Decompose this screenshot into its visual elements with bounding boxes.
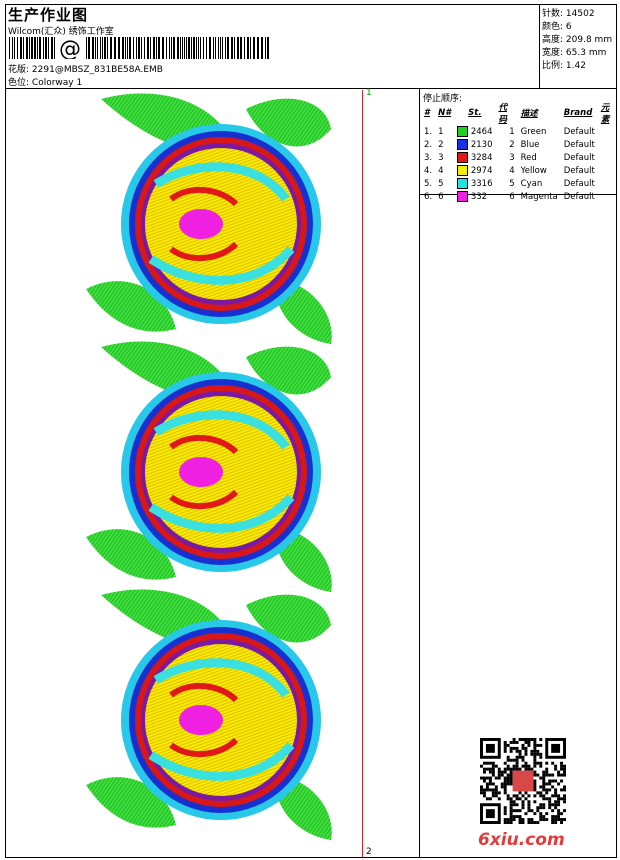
row-stitches: 2464	[454, 125, 495, 138]
row-element	[598, 164, 620, 177]
row-stitches: 3284	[454, 151, 495, 164]
color-swatch	[457, 139, 469, 150]
row-desc: Green	[520, 126, 547, 137]
color-swatch	[457, 165, 469, 176]
color-swatch	[457, 178, 469, 189]
barcode: @	[9, 37, 269, 59]
row-element	[598, 190, 620, 203]
row-desc: Red	[520, 152, 537, 163]
row-num: 2.	[424, 139, 433, 150]
col-header-code: 代码	[498, 103, 508, 125]
file-row: 花版: 2291@MBSZ_831BE58A.EMB	[8, 62, 163, 75]
header-divider	[5, 88, 617, 89]
row-num: 3.	[424, 152, 433, 163]
color-row: 1. 1 2464 1 Green Default	[421, 125, 620, 138]
col-header-stitches: St.	[468, 108, 482, 118]
color-swatch	[457, 152, 469, 163]
row-brand: Default	[563, 126, 595, 137]
color-row: 3. 3 3284 3 Red Default	[421, 151, 620, 164]
page-frame	[5, 4, 617, 858]
watermark-logo: 6xiu.com	[478, 830, 565, 850]
row-stitches: 2130	[454, 138, 495, 151]
row-stitches: 332	[454, 190, 495, 203]
row-desc: Cyan	[520, 178, 543, 189]
row-stitches: 2974	[454, 164, 495, 177]
row-stitches: 3316	[454, 177, 495, 190]
file-name: 2291@MBSZ_831BE58A.EMB	[31, 65, 163, 75]
stats-divider	[539, 4, 540, 88]
row-brand: Default	[563, 178, 595, 189]
stat-height: 高度: 209.8 mm	[542, 35, 613, 45]
color-swatch	[457, 126, 469, 137]
col-header-element: 元素	[600, 103, 610, 125]
color-table: # N# St. 代码 描述 Brand 元素 1. 1 2464 1 Green De…	[421, 101, 620, 203]
row-needle: 1	[438, 126, 444, 137]
row-brand: Default	[563, 152, 595, 163]
stat-width: 宽度: 65.3 mm	[542, 48, 607, 58]
stop-sequence-title: 停止顺序:	[423, 94, 463, 104]
row-desc: Blue	[520, 139, 540, 150]
row-num: 5.	[424, 178, 433, 189]
row-code: 4	[509, 165, 515, 176]
colorway-label: 色位:	[8, 78, 30, 88]
row-code: 2	[509, 139, 515, 150]
qr-code	[480, 738, 566, 824]
barcode-symbol: @	[59, 37, 81, 59]
row-brand: Default	[563, 165, 595, 176]
row-num: 4.	[424, 165, 433, 176]
row-code: 3	[509, 152, 515, 163]
color-row: 4. 4 2974 4 Yellow Default	[421, 164, 620, 177]
page-title: 生产作业图	[8, 6, 89, 24]
row-needle: 2	[438, 139, 444, 150]
stat-stitches: 针数: 14502	[542, 9, 595, 19]
row-brand: Default	[563, 139, 595, 150]
row-code: 1	[509, 126, 515, 137]
end-marker: 2	[366, 847, 372, 857]
row-code: 5	[509, 178, 515, 189]
row-needle: 6	[438, 191, 444, 202]
company-name: Wilcom(汇众) 绣饰工作室	[8, 27, 114, 37]
row-code: 6	[509, 191, 515, 202]
file-label: 花版:	[8, 65, 30, 75]
colorway-value: Colorway 1	[31, 78, 83, 88]
row-needle: 5	[438, 178, 444, 189]
col-header-num: #	[424, 108, 430, 118]
col-header-desc: 描述	[520, 109, 538, 119]
stitch-path-line	[362, 90, 363, 857]
row-needle: 4	[438, 165, 444, 176]
color-row: 5. 5 3316 5 Cyan Default	[421, 177, 620, 190]
start-marker: 1	[366, 88, 372, 98]
row-brand: Default	[563, 191, 595, 202]
col-header-brand: Brand	[563, 108, 593, 118]
stat-scale: 比例: 1.42	[542, 61, 586, 71]
row-element	[598, 177, 620, 190]
panel-divider	[419, 88, 420, 858]
row-num: 6.	[424, 191, 433, 202]
embroidery-design	[6, 89, 362, 857]
row-num: 1.	[424, 126, 433, 137]
row-needle: 3	[438, 152, 444, 163]
col-header-needle: N#	[438, 108, 452, 118]
color-swatch	[457, 191, 469, 202]
row-element	[598, 125, 620, 138]
color-row: 6. 6 332 6 Magenta Default	[421, 190, 620, 203]
row-desc: Yellow	[520, 165, 547, 176]
stat-colors: 颜色: 6	[542, 22, 572, 32]
color-row: 2. 2 2130 2 Blue Default	[421, 138, 620, 151]
colorway-row: 色位: Colorway 1	[8, 75, 82, 88]
row-element	[598, 151, 620, 164]
table-bottom-divider	[419, 194, 617, 195]
row-desc: Magenta	[520, 191, 558, 202]
row-element	[598, 138, 620, 151]
